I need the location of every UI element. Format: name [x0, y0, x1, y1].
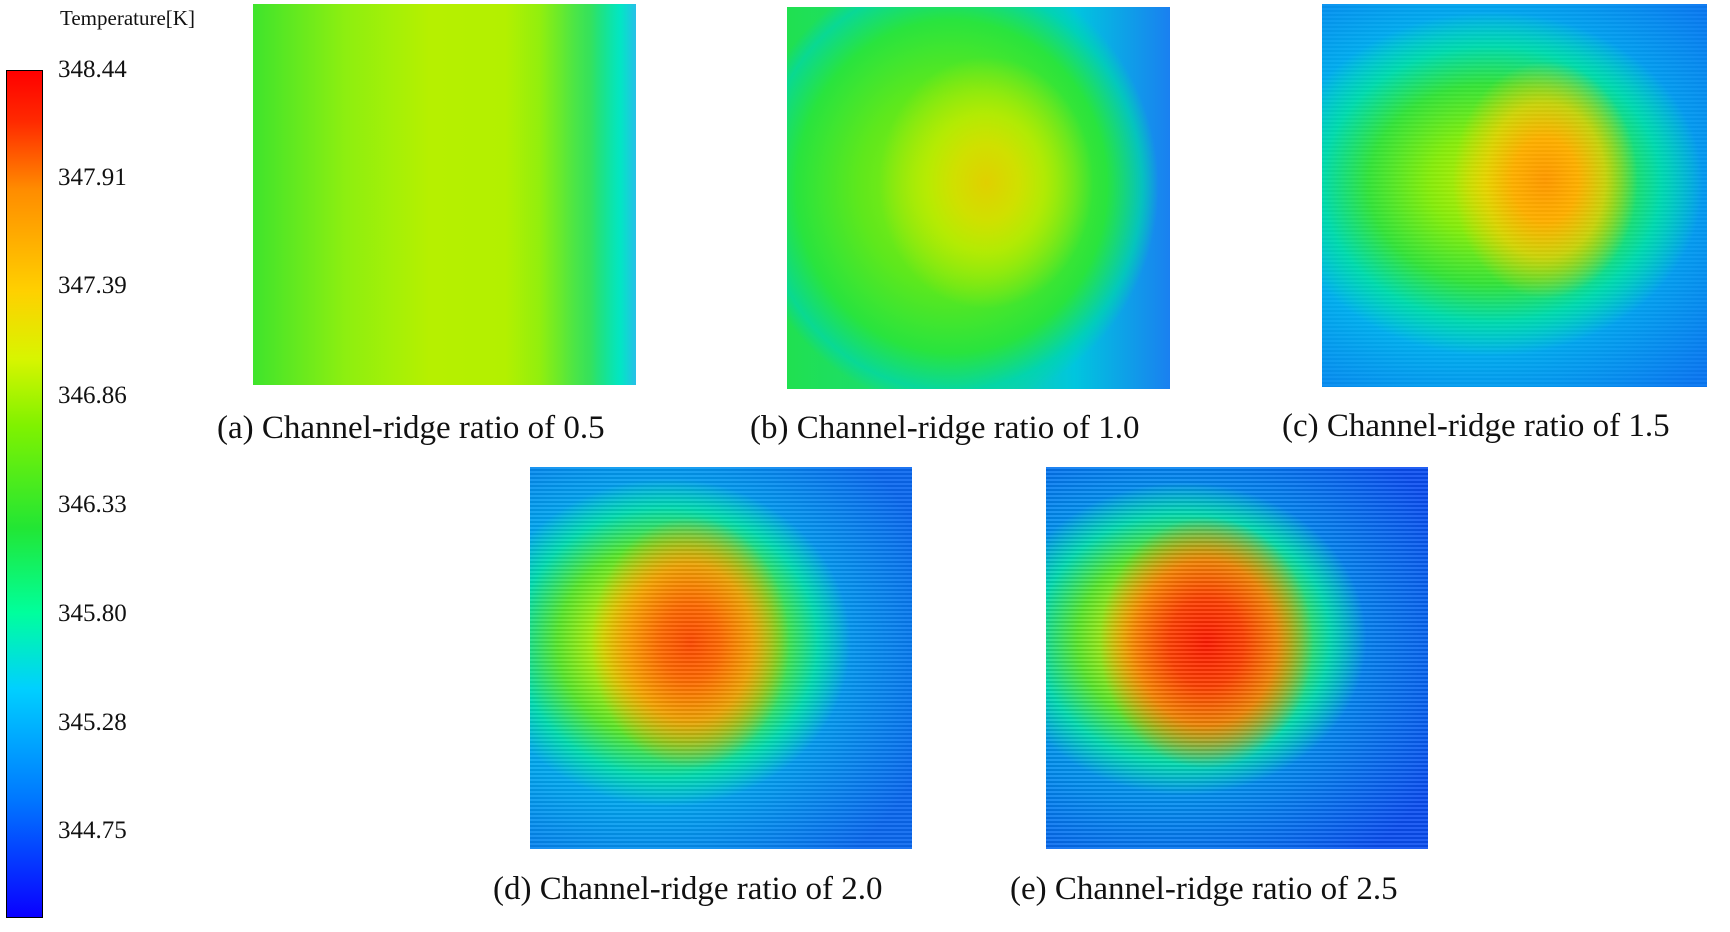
legend-tick: 347.91	[58, 164, 127, 191]
temperature-map-c	[1322, 4, 1707, 387]
legend-tick: 347.39	[58, 272, 127, 299]
temperature-legend: Temperature[K] 348.44 347.91 347.39 346.…	[0, 0, 250, 932]
temperature-map-d	[530, 467, 912, 849]
caption-e: (e) Channel-ridge ratio of 2.5	[1010, 871, 1398, 907]
temperature-map-e	[1046, 467, 1428, 849]
caption-b: (b) Channel-ridge ratio of 1.0	[750, 410, 1140, 446]
temperature-map-a	[253, 4, 636, 385]
legend-tick: 346.86	[58, 382, 127, 409]
temperature-map-b	[787, 7, 1170, 389]
caption-d: (d) Channel-ridge ratio of 2.0	[493, 871, 883, 907]
caption-a: (a) Channel-ridge ratio of 0.5	[217, 410, 605, 446]
temperature-colorbar	[6, 70, 43, 918]
legend-tick-min: 344.75	[58, 817, 127, 844]
legend-tick: 345.80	[58, 600, 127, 627]
legend-tick: 345.28	[58, 709, 127, 736]
legend-title: Temperature[K]	[60, 6, 195, 30]
legend-tick-max: 348.44	[58, 56, 127, 83]
caption-c: (c) Channel-ridge ratio of 1.5	[1282, 408, 1670, 444]
legend-tick: 346.33	[58, 491, 127, 518]
